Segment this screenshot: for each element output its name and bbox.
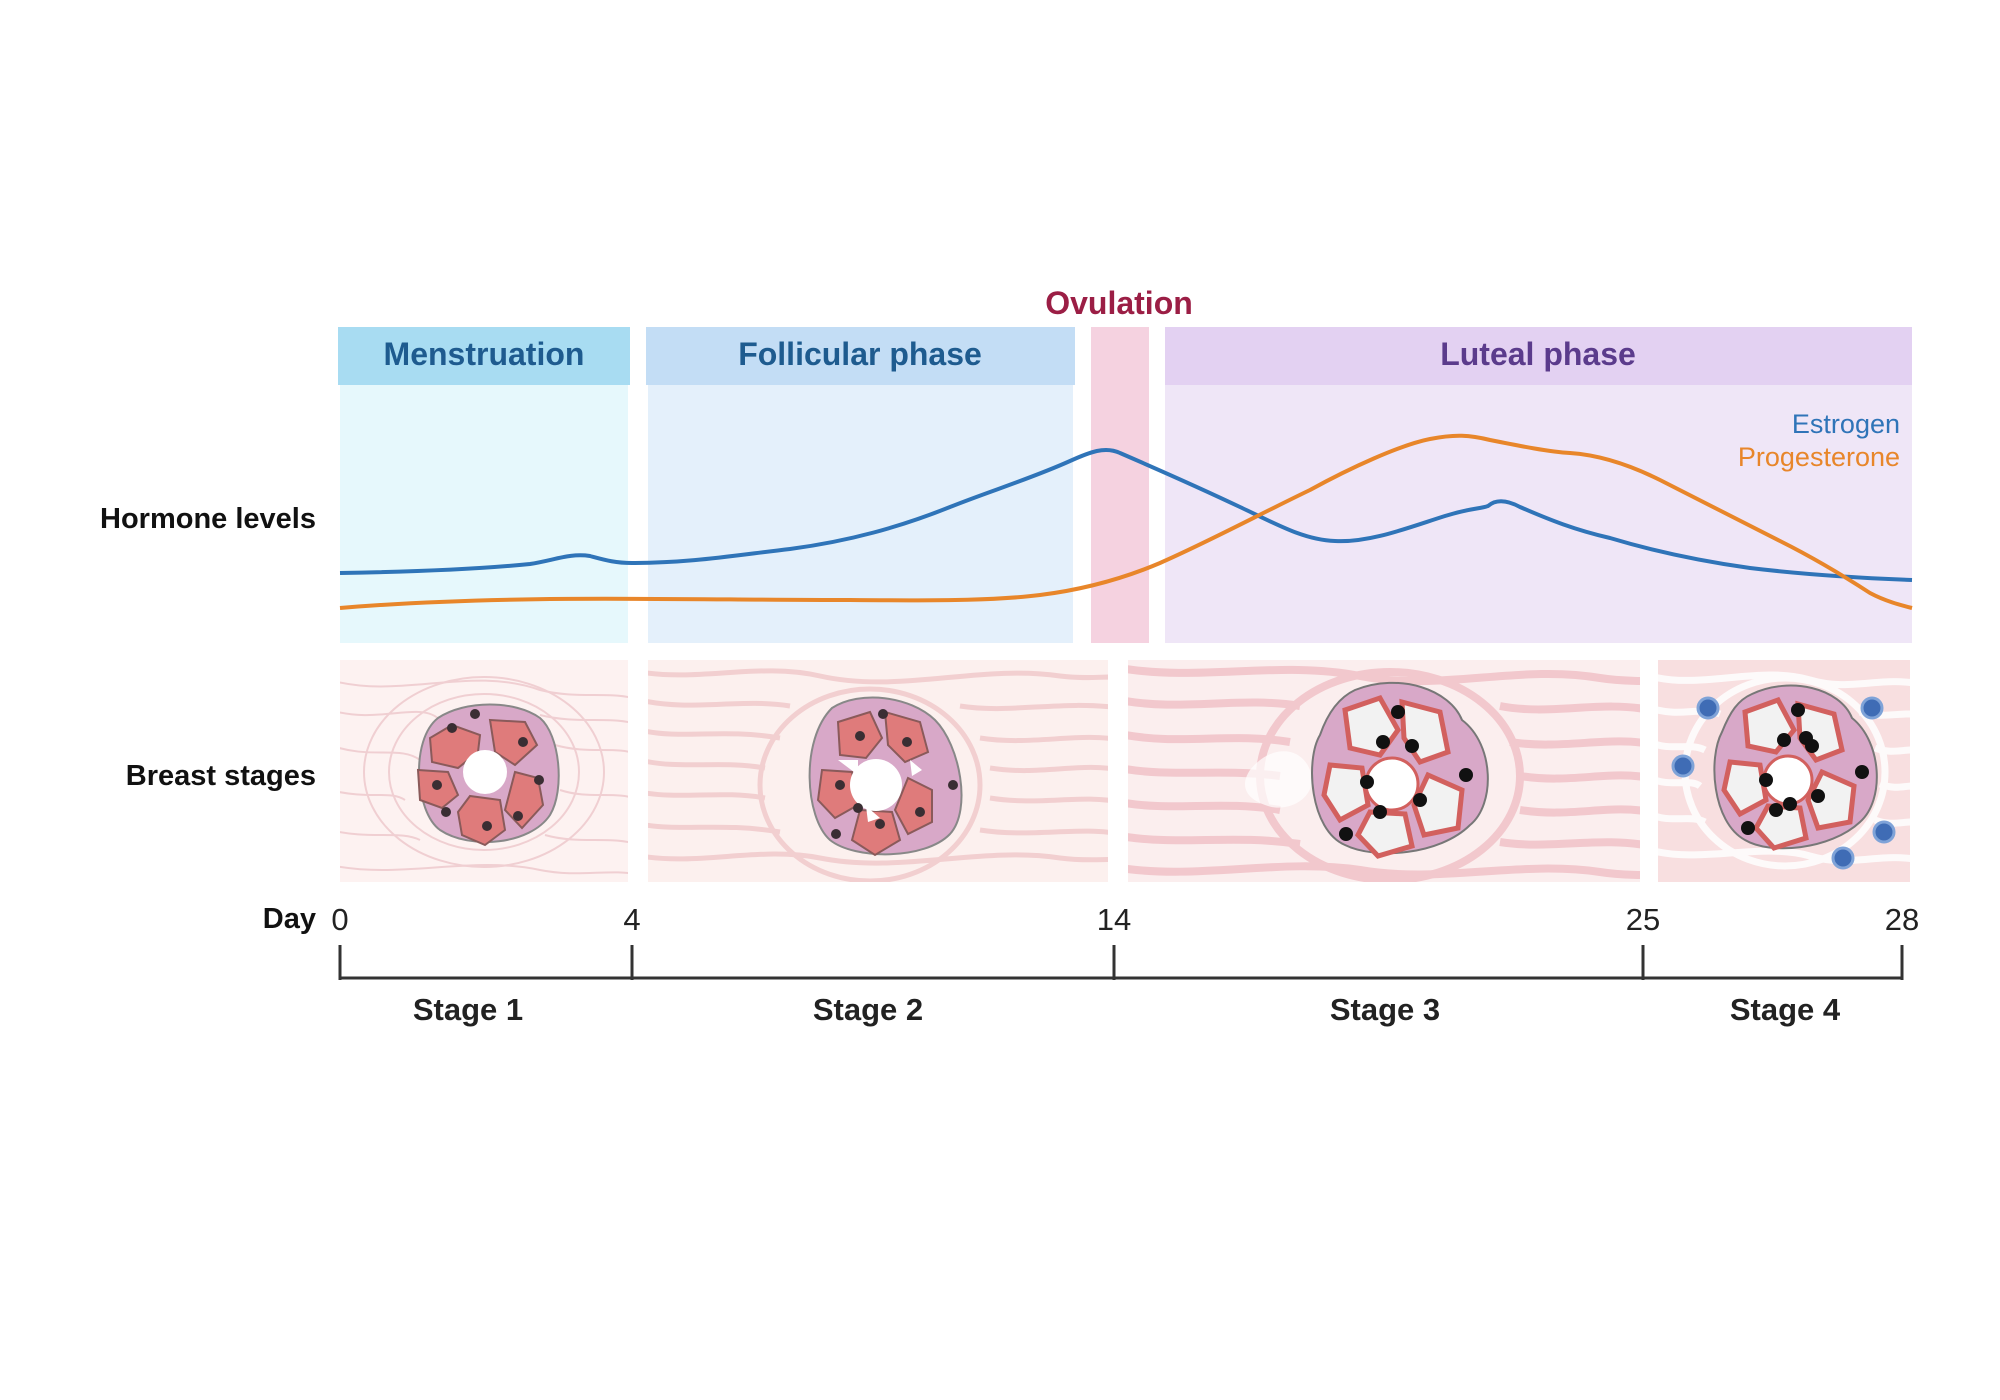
acinus-stage-4	[1713, 684, 1878, 851]
luteal-label: Luteal phase	[1440, 336, 1636, 372]
stage-label: Stage 3	[1330, 992, 1440, 1027]
day-axis: Day 0 4 14 25 28 Stage 1 Stage 2 Stage 3…	[263, 902, 1919, 1027]
acinus-stage-3	[1311, 681, 1489, 859]
stage-label: Stage 2	[813, 992, 923, 1027]
day-axis-label: Day	[263, 903, 316, 935]
stage-3-panel	[1128, 660, 1640, 882]
progesterone-curve	[339, 433, 1913, 610]
stage-4-panel	[1658, 660, 1910, 882]
tick-label: 25	[1626, 902, 1660, 937]
phase-panels	[338, 327, 1912, 643]
tick-label: 28	[1885, 902, 1919, 937]
breast-stages-label: Breast stages	[126, 760, 316, 792]
acinus-stage-2	[808, 696, 963, 857]
legend-progesterone: Progesterone	[1738, 442, 1900, 472]
ovulation-band	[1091, 327, 1149, 643]
follicular-label: Follicular phase	[738, 336, 982, 372]
follicular-panel	[648, 385, 1073, 643]
ovulation-label: Ovulation	[1045, 285, 1193, 321]
legend-estrogen: Estrogen	[1792, 409, 1900, 439]
acinus-stage-1	[416, 703, 560, 847]
hormone-levels-label: Hormone levels	[100, 503, 316, 535]
menstruation-label: Menstruation	[384, 336, 585, 372]
tick-label: 14	[1097, 902, 1131, 937]
stage-label: Stage 1	[413, 992, 523, 1027]
follicular-header	[646, 327, 1075, 385]
stage-2-panel	[648, 660, 1108, 882]
stage-label: Stage 4	[1730, 992, 1841, 1027]
tick-label: 4	[623, 902, 640, 937]
estrogen-curve	[339, 448, 1913, 582]
immune-cells	[1671, 696, 1896, 870]
tick-label: 0	[331, 902, 348, 937]
luteal-header	[1165, 327, 1912, 385]
menstruation-header	[338, 327, 630, 385]
stage-1-panel	[340, 660, 628, 882]
